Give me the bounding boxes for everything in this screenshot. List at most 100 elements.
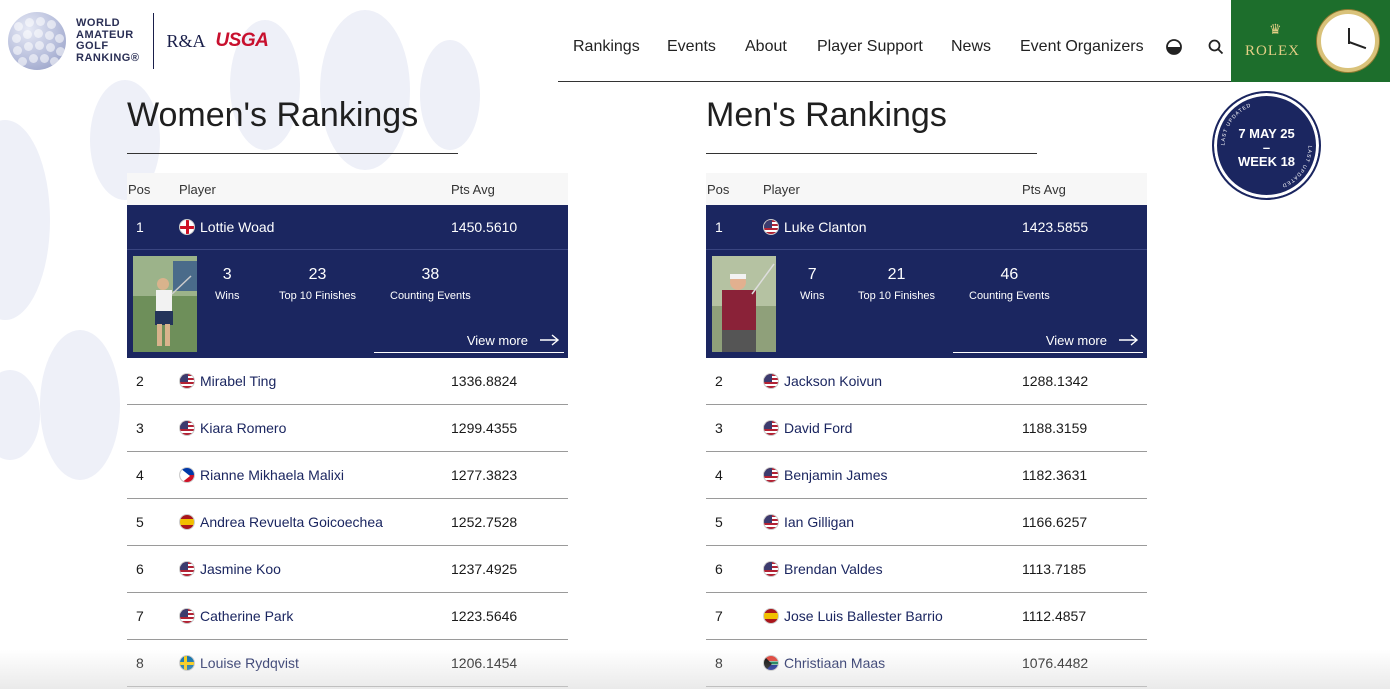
table-row[interactable]: 5 Ian Gilligan 1166.6257 — [706, 499, 1147, 546]
table-row[interactable]: 2 Mirabel Ting 1336.8824 — [127, 358, 568, 405]
table-row[interactable]: 8 Louise Rydqvist 1206.1454 — [127, 640, 568, 687]
rolex-sponsor-banner[interactable]: ♛ ROLEX — [1231, 0, 1390, 82]
leader-details: 7 Wins 21 Top 10 Finishes 46 Counting Ev… — [706, 250, 1147, 358]
leader-card: 1 Luke Clanton 1423.5855 7 Wins 21 Top 1… — [706, 205, 1147, 358]
usa-flag-icon — [179, 420, 195, 436]
player-name-link[interactable]: Jose Luis Ballester Barrio — [784, 608, 943, 624]
leader-details: 3 Wins 23 Top 10 Finishes 38 Counting Ev… — [127, 250, 568, 358]
womens-rankings-title: Women's Rankings — [127, 96, 419, 134]
usa-flag-icon — [763, 561, 779, 577]
contrast-icon[interactable] — [1165, 38, 1183, 56]
row-pts: 1112.4857 — [1022, 608, 1087, 624]
stat-label: Counting Events — [969, 290, 1050, 302]
row-pts: 1223.5646 — [451, 608, 518, 624]
table-row[interactable]: 7 Catherine Park 1223.5646 — [127, 593, 568, 640]
view-more-link[interactable]: View more — [953, 322, 1143, 353]
usa-flag-icon — [179, 608, 195, 624]
nav-event-organizers[interactable]: Event Organizers — [1020, 38, 1144, 55]
row-pos: 8 — [715, 655, 723, 671]
leader-card: 1 Lottie Woad 1450.5610 3 Wins 23 — [127, 205, 568, 358]
waggr-wordmark: WORLD AMATEUR GOLF RANKING® — [76, 17, 140, 64]
stat-label: Top 10 Finishes — [279, 290, 357, 302]
table-row[interactable]: 4 Rianne Mikhaela Malixi 1277.3823 — [127, 452, 568, 499]
player-name-link[interactable]: Brendan Valdes — [784, 561, 883, 577]
rankings-list: 2 Mirabel Ting 1336.8824 3 Kiara Romero … — [127, 358, 568, 687]
row-pos: 3 — [715, 420, 723, 436]
leader-row[interactable]: 1 Lottie Woad 1450.5610 — [127, 205, 568, 250]
row-pos: 3 — [136, 420, 144, 436]
stat-counting-events: 38 Counting Events — [390, 266, 471, 302]
row-pts: 1237.4925 — [451, 561, 518, 577]
row-pts: 1277.3823 — [451, 467, 518, 483]
player-name-link[interactable]: Mirabel Ting — [200, 373, 277, 389]
stat-label: Top 10 Finishes — [858, 290, 936, 302]
row-pts: 1113.7185 — [1022, 561, 1087, 577]
title-underline — [706, 153, 1037, 154]
player-name-link[interactable]: Rianne Mikhaela Malixi — [200, 467, 344, 483]
updated-week: WEEK 18 — [1237, 154, 1296, 169]
leader-row[interactable]: 1 Luke Clanton 1423.5855 — [706, 205, 1147, 250]
philippines-flag-icon — [179, 467, 195, 483]
table-row[interactable]: 8 Christiaan Maas 1076.4482 — [706, 640, 1147, 687]
last-updated-badge: LAST UPDATED LAST UPDATED 7 MAY 25 – WEE… — [1212, 91, 1321, 200]
table-row[interactable]: 6 Brendan Valdes 1113.7185 — [706, 546, 1147, 593]
nav-player-support[interactable]: Player Support — [817, 38, 923, 55]
nav-about[interactable]: About — [745, 38, 787, 55]
table-row[interactable]: 6 Jasmine Koo 1237.4925 — [127, 546, 568, 593]
search-icon[interactable] — [1207, 38, 1225, 56]
player-name-link[interactable]: Christiaan Maas — [784, 655, 886, 671]
header-pts-avg: Pts Avg — [451, 181, 495, 197]
player-name-link[interactable]: David Ford — [784, 420, 853, 436]
usa-flag-icon — [763, 219, 779, 235]
player-name-link[interactable]: Benjamin James — [784, 467, 888, 483]
row-pts: 1288.1342 — [1022, 373, 1089, 389]
nav-events[interactable]: Events — [667, 38, 716, 55]
table-row[interactable]: 3 David Ford 1188.3159 — [706, 405, 1147, 452]
leader-name: Luke Clanton — [784, 219, 867, 235]
rankings-list: 2 Jackson Koivun 1288.1342 3 David Ford … — [706, 358, 1147, 687]
header-player: Player — [763, 181, 800, 197]
player-name-link[interactable]: Jasmine Koo — [200, 561, 281, 577]
stat-label: Wins — [800, 290, 825, 302]
stat-wins: 7 Wins — [800, 266, 824, 302]
player-name-link[interactable]: Kiara Romero — [200, 420, 287, 436]
spain-flag-icon — [763, 608, 779, 624]
usga-logo: USGA — [215, 30, 269, 51]
updated-dash: – — [1262, 140, 1271, 155]
view-more-label: View more — [1045, 333, 1107, 348]
view-more-label: View more — [466, 333, 528, 348]
table-row[interactable]: 7 Jose Luis Ballester Barrio 1112.4857 — [706, 593, 1147, 640]
table-row[interactable]: 2 Jackson Koivun 1288.1342 — [706, 358, 1147, 405]
nav-news[interactable]: News — [951, 38, 992, 55]
stat-label: Counting Events — [390, 290, 471, 302]
leader-name: Lottie Woad — [200, 219, 275, 235]
main-nav: Rankings Events About Player Support New… — [558, 0, 1231, 82]
stat-value: 21 — [887, 266, 906, 283]
view-more-link[interactable]: View more — [374, 322, 564, 353]
stat-wins: 3 Wins — [215, 266, 239, 302]
leader-player[interactable]: Lottie Woad — [179, 219, 451, 235]
badge-ring: LAST UPDATED LAST UPDATED — [1220, 102, 1311, 188]
womens-rankings-panel: Women's Rankings Pos Player Pts Avg 1 Lo… — [127, 95, 568, 687]
arrow-right-icon — [540, 334, 560, 346]
player-name-link[interactable]: Catherine Park — [200, 608, 294, 624]
stat-value: 7 — [807, 266, 817, 283]
updated-date: 7 MAY 25 — [1238, 126, 1295, 141]
nav-rankings[interactable]: Rankings — [573, 38, 640, 55]
table-row[interactable]: 5 Andrea Revuelta Goicoechea 1252.7528 — [127, 499, 568, 546]
leader-player[interactable]: Luke Clanton — [763, 219, 1022, 235]
row-pts: 1076.4482 — [1022, 655, 1089, 671]
player-name-link[interactable]: Jackson Koivun — [784, 373, 883, 389]
table-row[interactable]: 3 Kiara Romero 1299.4355 — [127, 405, 568, 452]
player-name-link[interactable]: Ian Gilligan — [784, 514, 855, 530]
stat-value: 23 — [308, 266, 327, 283]
player-name-link[interactable]: Louise Rydqvist — [200, 655, 299, 671]
usa-flag-icon — [763, 467, 779, 483]
header-player: Player — [179, 181, 216, 197]
usa-flag-icon — [763, 514, 779, 530]
usa-flag-icon — [763, 373, 779, 389]
table-row[interactable]: 4 Benjamin James 1182.3631 — [706, 452, 1147, 499]
player-name-link[interactable]: Andrea Revuelta Goicoechea — [200, 514, 383, 530]
sweden-flag-icon — [179, 655, 195, 671]
site-logo[interactable]: WORLD AMATEUR GOLF RANKING® R&A USGA — [8, 10, 269, 72]
